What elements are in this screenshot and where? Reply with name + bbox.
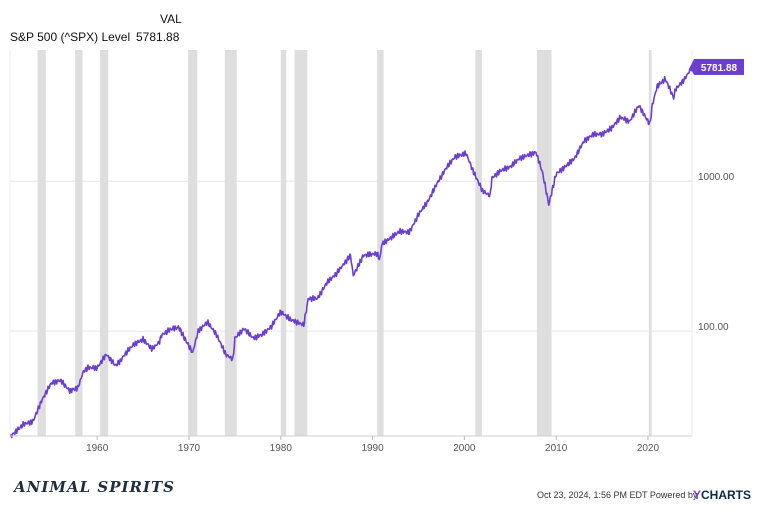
x-tick-label: 2000 — [453, 443, 476, 454]
x-tick-label: 1990 — [361, 443, 384, 454]
x-tick-label: 2020 — [637, 443, 660, 454]
recession-band — [99, 50, 109, 436]
recession-band — [37, 50, 46, 436]
x-tick-label: 1960 — [86, 443, 109, 454]
value-column-header: VAL — [160, 12, 182, 26]
recession-band — [475, 50, 482, 436]
ycharts-logo: YCHARTS — [693, 488, 751, 502]
recession-band — [188, 50, 198, 436]
recession-band — [377, 50, 384, 436]
last-value-badge — [694, 58, 744, 75]
axes: 100.00 1000.00 1960 1970 1980 1990 2000 2010 202… — [10, 58, 744, 454]
y-tick-label: 100.00 — [698, 322, 729, 333]
recession-band — [648, 50, 652, 436]
recession-band — [294, 50, 308, 436]
x-tick-label: 1980 — [270, 443, 293, 454]
series-label: S&P 500 (^SPX) Level — [10, 30, 131, 44]
ycharts-logo-text: CHARTS — [701, 488, 752, 502]
series-line — [10, 66, 693, 439]
x-tick-label: 1970 — [178, 443, 201, 454]
y-tick-label: 1000.00 — [698, 172, 735, 183]
series-line-layer — [10, 66, 693, 439]
last-value-label: 5781.88 — [701, 63, 738, 74]
animal-spirits-logo: ANIMAL SPIRITS — [14, 478, 175, 496]
recession-band — [224, 50, 237, 436]
timestamp-note: Oct 23, 2024, 1:56 PM EDT Powered by — [537, 490, 698, 500]
recession-band — [280, 50, 287, 436]
series-value: 5781.88 — [136, 30, 180, 44]
recession-band — [75, 50, 83, 436]
grid — [9, 50, 693, 436]
x-tick-label: 2010 — [545, 443, 568, 454]
ycharts-logo-y: Y — [693, 488, 702, 502]
last-value-pointer — [690, 58, 694, 75]
recession-band — [536, 50, 552, 436]
recession-shading — [37, 50, 652, 436]
